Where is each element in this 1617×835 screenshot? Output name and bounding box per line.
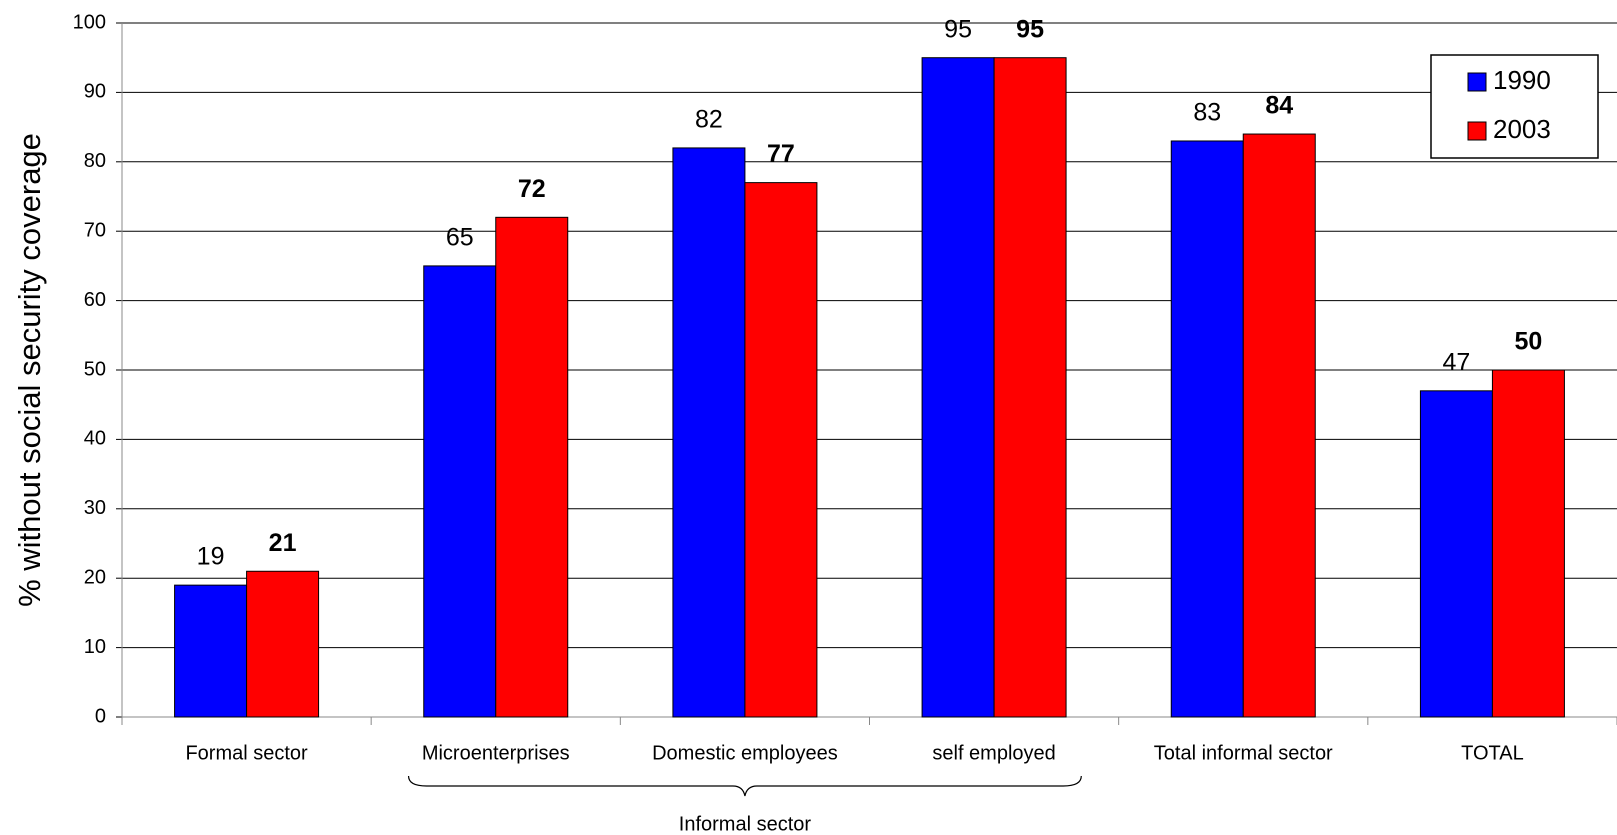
value-label: 65 <box>446 224 474 252</box>
legend-swatch <box>1467 72 1487 92</box>
bar <box>1491 369 1565 718</box>
y-tick-label: 80 <box>84 150 106 172</box>
bar <box>246 570 320 718</box>
bar <box>495 216 569 718</box>
legend-label: 1990 <box>1493 65 1551 95</box>
y-tick-label: 10 <box>84 636 106 658</box>
value-label: 83 <box>1193 99 1221 127</box>
bar <box>672 147 746 718</box>
y-tick-label: 60 <box>84 289 106 311</box>
brace <box>407 775 1082 797</box>
value-label: 21 <box>269 529 297 557</box>
y-tick-label: 0 <box>95 705 106 727</box>
value-label: 84 <box>1265 92 1293 120</box>
value-label: 72 <box>518 175 546 203</box>
x-tick-label: TOTAL <box>1461 742 1524 764</box>
y-tick-label: 30 <box>84 497 106 519</box>
legend-box <box>1430 54 1599 159</box>
bar <box>921 57 995 718</box>
y-tick-label: 100 <box>73 11 106 33</box>
y-axis-label: % without social security coverage <box>12 133 47 607</box>
y-tick-label: 70 <box>84 219 106 241</box>
x-tick-label: self employed <box>932 742 1055 764</box>
value-label: 47 <box>1443 348 1471 376</box>
y-tick-label: 50 <box>84 358 106 380</box>
bar <box>1419 390 1493 718</box>
value-label: 19 <box>197 543 225 571</box>
value-label: 82 <box>695 106 723 134</box>
value-label: 77 <box>767 140 795 168</box>
bar <box>1242 133 1316 718</box>
bar <box>423 265 497 718</box>
annotation: Informal sector <box>679 813 812 835</box>
legend-swatch <box>1467 121 1487 141</box>
bar <box>1170 140 1244 718</box>
y-tick-label: 40 <box>84 428 106 450</box>
bar <box>744 182 818 718</box>
x-tick-label: Microenterprises <box>422 742 570 764</box>
x-tick-label: Total informal sector <box>1154 742 1333 764</box>
legend-label: 2003 <box>1493 114 1551 144</box>
bar <box>174 584 248 718</box>
y-tick-label: 90 <box>84 81 106 103</box>
value-label: 95 <box>1016 15 1044 43</box>
x-tick-label: Domestic employees <box>652 742 838 764</box>
value-label: 95 <box>944 15 972 43</box>
bar <box>993 57 1067 718</box>
value-label: 50 <box>1515 328 1543 356</box>
y-tick-label: 20 <box>84 566 106 588</box>
x-tick-label: Formal sector <box>185 742 308 764</box>
